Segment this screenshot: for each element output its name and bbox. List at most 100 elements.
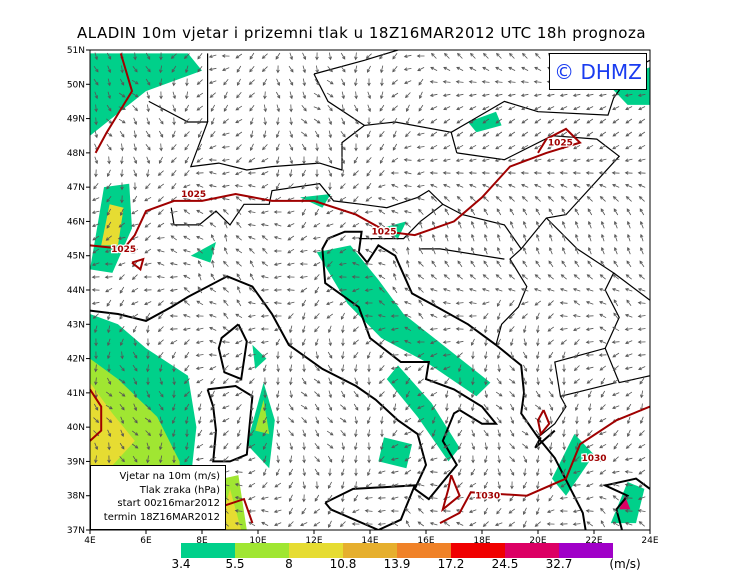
- wind-arrow: [585, 457, 594, 461]
- wind-speed-area: [90, 53, 202, 136]
- wind-arrow: [510, 481, 514, 490]
- wind-arrow: [313, 508, 321, 514]
- wind-arrow: [354, 52, 358, 61]
- wind-arrow: [445, 390, 449, 399]
- wind-arrow: [196, 378, 204, 384]
- wind-arrow: [93, 417, 100, 423]
- wind-arrow: [468, 301, 477, 305]
- wind-arrow: [260, 275, 269, 279]
- wind-arrow: [196, 183, 204, 188]
- wind-arrow: [443, 183, 451, 188]
- wind-arrow: [208, 54, 217, 58]
- wind-arrow: [392, 130, 397, 138]
- wind-arrow: [418, 104, 424, 112]
- wind-arrow: [509, 326, 515, 333]
- wind-arrow: [613, 430, 619, 437]
- wind-arrow: [522, 417, 529, 423]
- wind-arrow: [548, 247, 553, 255]
- wind-arrow: [624, 366, 633, 370]
- wind-arrow: [536, 442, 540, 451]
- wind-arrow: [313, 222, 321, 228]
- wind-arrow: [107, 351, 111, 360]
- wind-arrow: [393, 403, 397, 412]
- wind-speed-area: [101, 204, 124, 246]
- wind-arrow: [276, 429, 280, 438]
- wind-arrow: [444, 208, 450, 216]
- wind-arrow: [482, 196, 489, 202]
- wind-arrow: [185, 91, 189, 100]
- wind-arrow: [275, 338, 281, 346]
- wind-arrow: [289, 130, 293, 139]
- wind-arrow: [470, 220, 475, 229]
- wind-arrow: [561, 468, 566, 476]
- wind-arrow: [442, 80, 451, 84]
- wind-arrow: [522, 260, 528, 268]
- wind-arrow: [600, 260, 606, 268]
- wind-arrow: [496, 220, 501, 229]
- wind-arrow: [612, 106, 620, 111]
- wind-arrow: [429, 379, 438, 383]
- wind-arrow: [431, 443, 437, 450]
- wind-arrow: [146, 169, 150, 178]
- wind-arrow: [263, 364, 267, 373]
- wind-arrow: [327, 455, 333, 463]
- wind-arrow: [341, 104, 345, 113]
- wind-arrow: [157, 196, 164, 202]
- wind-arrow: [482, 118, 490, 124]
- wind-arrow: [289, 351, 293, 360]
- wind-arrow: [276, 65, 280, 74]
- wind-arrow: [145, 404, 152, 411]
- wind-arrow: [469, 106, 477, 111]
- wind-arrow: [536, 455, 540, 464]
- wind-arrow: [520, 171, 529, 175]
- wind-arrow: [522, 208, 528, 216]
- wind-arrow: [366, 416, 371, 425]
- wind-arrow: [300, 287, 308, 293]
- wind-arrow: [364, 301, 373, 305]
- wind-arrow: [471, 233, 475, 242]
- wind-arrow: [248, 521, 256, 527]
- wind-arrow: [131, 301, 139, 306]
- wind-arrow: [536, 233, 540, 242]
- wind-arrow: [535, 312, 540, 320]
- wind-arrow: [172, 78, 176, 87]
- wind-arrow: [197, 130, 202, 138]
- wind-arrow: [390, 353, 399, 357]
- wind-arrow: [627, 416, 631, 425]
- wind-arrow: [611, 288, 620, 292]
- wind-arrow: [197, 260, 202, 268]
- wind-arrow: [430, 183, 438, 188]
- wind-arrow: [364, 288, 373, 292]
- wind-arrow: [301, 417, 307, 424]
- wind-arrow: [599, 106, 607, 111]
- legend-start-line: start 00z16mar2012: [117, 498, 220, 509]
- wind-arrow: [484, 364, 488, 373]
- wind-arrow: [236, 273, 242, 281]
- wind-arrow: [250, 416, 254, 425]
- wind-arrow: [391, 300, 399, 305]
- wind-arrow: [183, 131, 190, 138]
- wind-arrow: [288, 481, 294, 489]
- wind-arrow: [430, 274, 437, 280]
- wind-arrow: [353, 390, 359, 398]
- wind-arrow: [573, 144, 581, 150]
- wind-arrow: [302, 325, 306, 334]
- wind-arrow: [107, 364, 111, 373]
- wind-arrow: [494, 288, 503, 292]
- wind-arrow: [626, 299, 632, 307]
- isobar-label: 1025: [181, 190, 206, 200]
- wind-arrow: [105, 391, 113, 397]
- wind-arrow: [183, 378, 190, 384]
- wind-arrow: [366, 403, 371, 412]
- wind-arrow: [326, 236, 334, 241]
- wind-arrow: [469, 183, 477, 188]
- wind-arrow: [247, 223, 256, 227]
- wind-arrow: [377, 249, 386, 253]
- wind-arrow: [431, 52, 437, 59]
- wind-arrow: [599, 456, 606, 462]
- wind-arrow: [378, 274, 386, 280]
- wind-arrow: [418, 247, 424, 255]
- wind-arrow: [184, 143, 190, 151]
- wind-arrow: [471, 351, 475, 360]
- wind-arrow: [638, 482, 646, 488]
